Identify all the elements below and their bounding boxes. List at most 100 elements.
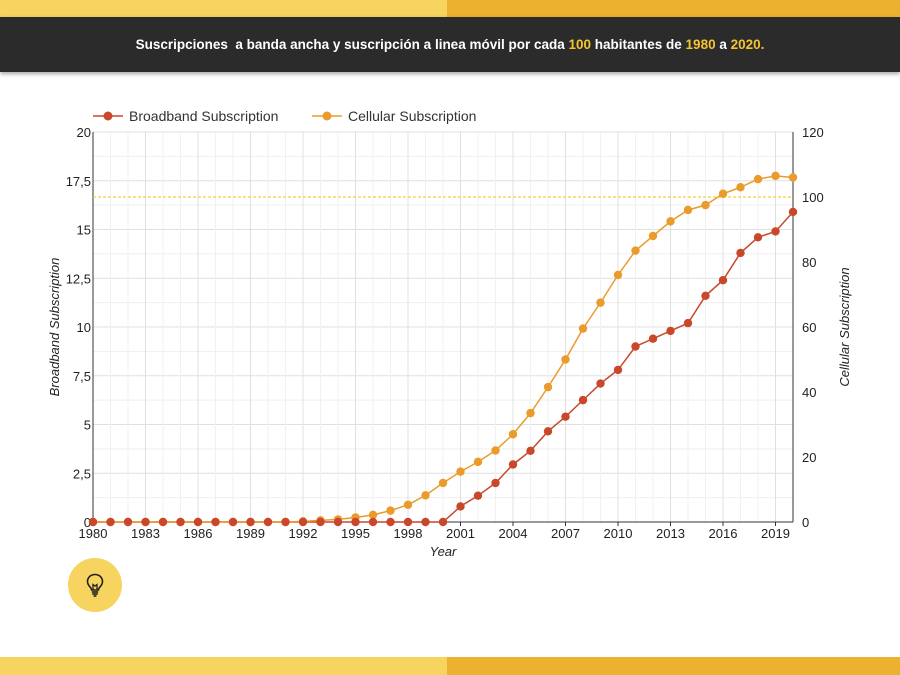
data-point-cellular — [491, 446, 500, 455]
legend-label: Broadband Subscription — [129, 108, 278, 124]
data-point-broadband — [771, 227, 780, 236]
line-chart: 1980 1983 1986 1989 1992 1995 1998 2001 2004 2007… — [47, 108, 852, 559]
data-point-cellular — [456, 467, 465, 476]
data-point-broadband — [683, 318, 693, 328]
y-tick-label-left: 17,5 — [66, 174, 91, 189]
title-part: Suscripciones a banda ancha y suscripció… — [135, 37, 569, 52]
data-point-broadband — [508, 460, 518, 469]
y-tick-label-left: 10 — [77, 320, 91, 335]
data-point-broadband — [578, 395, 588, 405]
legend-marker — [103, 111, 113, 121]
y-tick-label-left: 12,5 — [66, 271, 91, 286]
data-point-broadband — [648, 334, 658, 343]
data-point-broadband — [788, 207, 798, 217]
data-point-broadband — [193, 517, 203, 527]
data-point-broadband — [753, 233, 763, 242]
data-point-broadband — [246, 517, 255, 527]
title-part: 100 — [568, 37, 592, 52]
x-tick-label: 2010 — [604, 526, 633, 541]
y-tick-label-right: 120 — [802, 125, 824, 140]
x-tick-label: 2007 — [551, 526, 580, 541]
data-point-cellular — [666, 217, 675, 226]
y-tick-label-right: 100 — [802, 190, 824, 205]
data-point-cellular — [736, 183, 745, 192]
data-point-broadband — [281, 517, 290, 527]
top-accent-left — [0, 0, 447, 17]
title-part: a — [715, 37, 731, 52]
data-point-broadband — [666, 326, 675, 336]
y-tick-label-left: 2,5 — [73, 466, 91, 481]
data-point-broadband — [88, 517, 98, 527]
data-point-broadband — [736, 248, 745, 258]
data-point-broadband — [403, 517, 413, 527]
x-tick-label: 1995 — [341, 526, 370, 541]
title-part: habitantes de — [591, 37, 686, 52]
y-tick-label-left: 5 — [84, 418, 91, 433]
y-tick-label-right: 0 — [802, 515, 809, 530]
data-point-cellular — [753, 174, 763, 184]
data-point-broadband — [141, 517, 150, 527]
bottom-accent-right — [447, 657, 900, 675]
data-point-cellular — [788, 173, 798, 182]
data-point-cellular — [508, 430, 518, 439]
x-axis-title: Year — [430, 544, 457, 559]
data-point-broadband — [211, 517, 220, 527]
data-point-broadband — [123, 517, 133, 527]
data-point-broadband — [473, 491, 483, 500]
data-point-broadband — [158, 517, 168, 527]
data-point-cellular — [613, 270, 623, 280]
data-point-broadband — [106, 517, 115, 527]
data-point-cellular — [403, 500, 413, 509]
data-point-broadband — [526, 446, 535, 456]
data-point-broadband — [298, 517, 308, 527]
y-tick-label-right: 20 — [802, 450, 816, 465]
data-point-broadband — [316, 517, 325, 527]
data-point-cellular — [368, 510, 378, 520]
x-tick-label: 2004 — [499, 526, 528, 541]
page-title: Suscripciones a banda ancha y suscripció… — [0, 17, 900, 72]
x-tick-label: 2013 — [656, 526, 685, 541]
x-tick-label: 2019 — [761, 526, 790, 541]
data-point-cellular — [543, 382, 553, 392]
data-point-cellular — [701, 200, 710, 210]
y-tick-label-left: 15 — [77, 223, 91, 238]
data-point-cellular — [438, 478, 448, 488]
data-point-broadband — [613, 365, 623, 375]
data-point-cellular — [683, 205, 693, 215]
top-accent-bar — [0, 0, 900, 17]
data-point-cellular — [561, 355, 570, 364]
x-tick-label: 1980 — [79, 526, 108, 541]
y-tick-label-left: 7,5 — [73, 369, 91, 384]
bottom-accent-left — [0, 657, 447, 675]
y-tick-label-left: 0 — [84, 515, 91, 530]
data-point-broadband — [351, 517, 360, 527]
x-tick-label: 1989 — [236, 526, 265, 541]
data-point-broadband — [596, 379, 605, 388]
data-point-cellular — [526, 408, 535, 418]
data-point-cellular — [386, 506, 395, 515]
title-part: 1980 — [685, 37, 716, 52]
data-point-broadband — [631, 342, 640, 351]
data-point-broadband — [176, 517, 185, 527]
data-point-broadband — [386, 517, 395, 527]
data-point-cellular — [771, 171, 780, 181]
data-point-cellular — [596, 298, 605, 307]
data-point-broadband — [561, 412, 570, 421]
data-point-broadband — [718, 276, 728, 285]
data-point-broadband — [368, 517, 378, 527]
data-point-broadband — [421, 517, 430, 527]
y-axis-title-left: Broadband Subscription — [47, 258, 62, 397]
data-point-broadband — [333, 517, 343, 527]
y-axis-title-right: Cellular Subscription — [837, 267, 852, 386]
y-tick-label-left: 20 — [77, 125, 91, 140]
lightbulb-button[interactable] — [68, 558, 122, 612]
data-point-cellular — [421, 491, 430, 500]
x-tick-label: 1998 — [394, 526, 423, 541]
y-tick-label-right: 60 — [802, 320, 816, 335]
y-tick-label-right: 40 — [802, 385, 816, 400]
data-point-broadband — [228, 517, 238, 527]
bottom-accent-bar — [0, 657, 900, 675]
legend-label: Cellular Subscription — [348, 108, 476, 124]
top-accent-right — [447, 0, 900, 17]
x-tick-label: 1983 — [131, 526, 160, 541]
